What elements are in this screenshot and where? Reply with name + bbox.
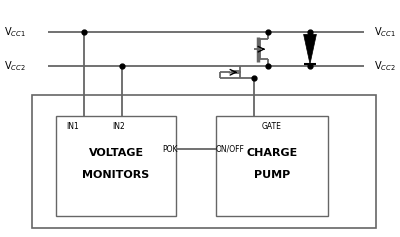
Bar bbox=[56, 116, 176, 216]
Text: V$_{CC1}$: V$_{CC1}$ bbox=[4, 25, 26, 39]
Text: CHARGE: CHARGE bbox=[246, 148, 298, 158]
Text: V$_{CC2}$: V$_{CC2}$ bbox=[374, 59, 396, 73]
Text: V$_{CC2}$: V$_{CC2}$ bbox=[4, 59, 26, 73]
Text: ON/OFF: ON/OFF bbox=[216, 145, 245, 154]
Bar bbox=[216, 116, 328, 216]
Text: IN2: IN2 bbox=[112, 122, 125, 131]
Text: GATE: GATE bbox=[262, 122, 282, 131]
Bar bbox=[32, 95, 376, 228]
Text: MONITORS: MONITORS bbox=[82, 170, 150, 180]
Text: POK: POK bbox=[162, 145, 178, 154]
Text: V$_{CC1}$: V$_{CC1}$ bbox=[374, 25, 396, 39]
Text: IN1: IN1 bbox=[66, 122, 79, 131]
Polygon shape bbox=[304, 34, 316, 64]
Text: VOLTAGE: VOLTAGE bbox=[88, 148, 144, 158]
Text: PUMP: PUMP bbox=[254, 170, 290, 180]
